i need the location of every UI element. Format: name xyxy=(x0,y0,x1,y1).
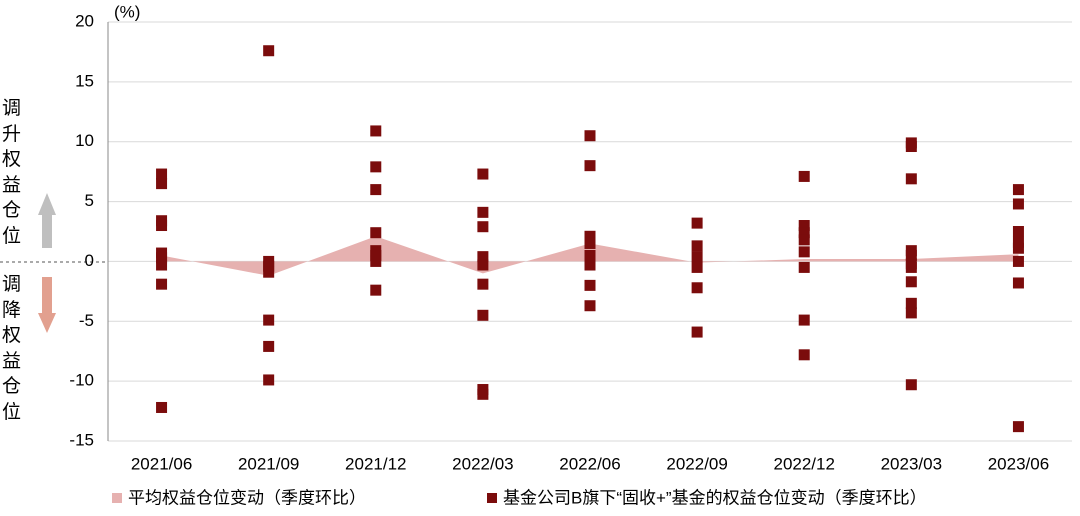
point xyxy=(905,379,917,391)
legend-swatch xyxy=(112,493,122,503)
point xyxy=(691,251,703,263)
point xyxy=(584,249,596,261)
x-tick-label: 2022/03 xyxy=(452,454,513,473)
point xyxy=(477,251,489,263)
point xyxy=(370,249,382,261)
point xyxy=(691,261,703,273)
x-tick-label: 2021/09 xyxy=(238,454,299,473)
point xyxy=(798,314,810,326)
y-tick-label: -15 xyxy=(69,430,94,449)
point xyxy=(798,349,810,361)
y-tick-label: 5 xyxy=(85,191,94,210)
point xyxy=(905,249,917,261)
point xyxy=(1012,236,1024,248)
point xyxy=(477,278,489,290)
point xyxy=(1012,277,1024,289)
point xyxy=(584,130,596,142)
point xyxy=(905,173,917,185)
point xyxy=(156,168,168,180)
point xyxy=(905,141,917,153)
point xyxy=(477,221,489,233)
x-tick-label: 2023/06 xyxy=(988,454,1049,473)
point xyxy=(691,326,703,338)
x-tick-label: 2022/09 xyxy=(666,454,727,473)
x-tick-label: 2023/03 xyxy=(881,454,942,473)
point xyxy=(584,230,596,242)
point xyxy=(1012,184,1024,196)
point xyxy=(584,300,596,312)
point xyxy=(263,266,275,278)
y-tick-label: -10 xyxy=(69,371,94,390)
y-tick-label: -5 xyxy=(79,311,94,330)
legend-label: 平均权益仓位变动（季度环比） xyxy=(128,488,366,507)
point xyxy=(370,284,382,296)
y-tick-label: 15 xyxy=(75,71,94,90)
point xyxy=(905,297,917,309)
y-tick-label: 0 xyxy=(85,251,94,270)
point xyxy=(905,307,917,319)
point xyxy=(263,45,275,57)
point xyxy=(156,278,168,290)
point xyxy=(263,314,275,326)
point xyxy=(370,255,382,267)
point xyxy=(477,168,489,180)
x-tick-label: 2022/06 xyxy=(559,454,620,473)
point xyxy=(477,388,489,400)
y-tick-label: 20 xyxy=(75,11,94,30)
y-tick-label: 10 xyxy=(75,131,94,150)
point xyxy=(156,252,168,264)
point xyxy=(691,217,703,229)
point xyxy=(798,261,810,273)
point xyxy=(156,220,168,232)
point xyxy=(584,160,596,172)
point xyxy=(370,184,382,196)
point xyxy=(691,282,703,294)
annotation: 调升权益仓位 xyxy=(2,98,22,247)
point xyxy=(263,260,275,272)
legend-label: 基金公司B旗下“固收+”基金的权益仓位变动（季度环比） xyxy=(503,488,927,507)
point xyxy=(1012,226,1024,237)
point xyxy=(370,125,382,137)
point xyxy=(798,220,810,232)
point xyxy=(156,401,168,413)
point xyxy=(1012,242,1024,254)
legend-swatch xyxy=(487,493,497,503)
annotation: 调降权益仓位 xyxy=(2,274,22,423)
point xyxy=(1012,421,1024,433)
point xyxy=(1012,255,1024,267)
point xyxy=(263,340,275,352)
point xyxy=(798,246,810,258)
point xyxy=(905,276,917,288)
point xyxy=(370,161,382,173)
point xyxy=(477,206,489,218)
point xyxy=(156,259,168,271)
point xyxy=(370,227,382,239)
x-tick-label: 2021/12 xyxy=(345,454,406,473)
unit-label: (%) xyxy=(114,2,140,21)
point xyxy=(477,309,489,321)
point xyxy=(1012,198,1024,210)
x-tick-label: 2022/12 xyxy=(773,454,834,473)
point xyxy=(798,227,810,239)
down-arrow xyxy=(38,277,56,333)
point xyxy=(156,178,168,190)
up-arrow xyxy=(38,193,56,248)
point xyxy=(584,259,596,271)
x-tick-label: 2021/06 xyxy=(131,454,192,473)
point xyxy=(798,234,810,246)
point xyxy=(584,237,596,249)
point xyxy=(263,374,275,386)
point xyxy=(691,240,703,252)
point xyxy=(905,261,917,273)
point xyxy=(477,259,489,271)
point xyxy=(798,170,810,182)
point xyxy=(584,279,596,291)
